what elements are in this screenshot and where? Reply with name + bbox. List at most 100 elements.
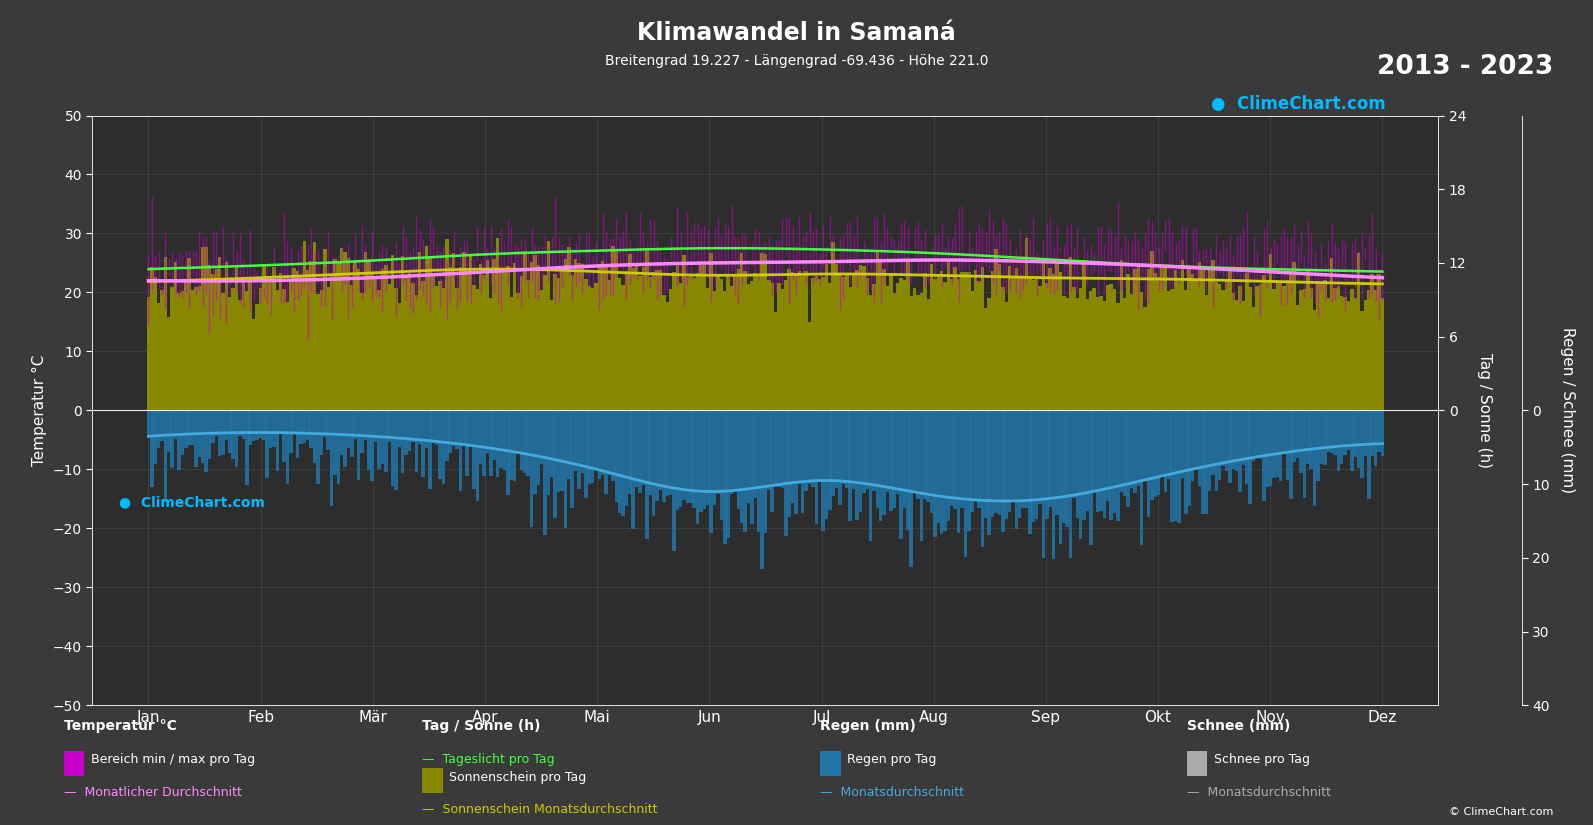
- Bar: [1090, 291, 1093, 411]
- Bar: [736, 411, 741, 509]
- Bar: [255, 304, 258, 411]
- Bar: [1078, 411, 1083, 539]
- Bar: [868, 295, 873, 411]
- Bar: [1258, 284, 1262, 411]
- Bar: [323, 249, 327, 411]
- Bar: [255, 411, 258, 440]
- Bar: [1021, 277, 1024, 411]
- Bar: [1187, 268, 1192, 411]
- Bar: [1289, 274, 1292, 411]
- Bar: [750, 280, 753, 411]
- Bar: [191, 411, 194, 445]
- Bar: [804, 271, 808, 411]
- Bar: [350, 285, 354, 411]
- Bar: [234, 411, 239, 467]
- Bar: [191, 290, 194, 411]
- Bar: [486, 260, 489, 411]
- Bar: [988, 298, 991, 411]
- Text: Breitengrad 19.227 - Längengrad -69.436 - Höhe 221.0: Breitengrad 19.227 - Längengrad -69.436 …: [605, 54, 988, 68]
- Bar: [1021, 411, 1024, 507]
- Bar: [327, 411, 330, 450]
- Bar: [1367, 411, 1370, 498]
- Bar: [537, 411, 540, 484]
- Bar: [330, 411, 333, 507]
- Bar: [889, 275, 892, 411]
- Bar: [492, 258, 495, 411]
- Bar: [1330, 257, 1333, 411]
- Bar: [354, 262, 357, 411]
- Bar: [717, 411, 720, 494]
- Bar: [432, 411, 435, 443]
- Bar: [221, 293, 225, 411]
- Bar: [1246, 273, 1249, 411]
- Bar: [1292, 262, 1297, 411]
- Bar: [1008, 266, 1012, 411]
- Bar: [624, 411, 628, 507]
- Bar: [510, 411, 513, 480]
- Bar: [543, 411, 546, 535]
- Text: Tag / Sonne (h): Tag / Sonne (h): [422, 719, 540, 733]
- Bar: [768, 280, 771, 411]
- Bar: [1153, 411, 1157, 497]
- Bar: [1136, 265, 1141, 411]
- Bar: [425, 411, 429, 448]
- Bar: [448, 267, 452, 411]
- Bar: [1211, 411, 1215, 475]
- Bar: [663, 411, 666, 502]
- Bar: [1364, 300, 1367, 411]
- Bar: [913, 288, 916, 411]
- Bar: [519, 411, 523, 470]
- Bar: [1219, 411, 1222, 480]
- Bar: [421, 280, 425, 411]
- Bar: [336, 262, 339, 411]
- Bar: [272, 267, 276, 411]
- Bar: [852, 411, 855, 488]
- Bar: [1337, 411, 1340, 470]
- Bar: [462, 411, 465, 446]
- Bar: [790, 411, 795, 502]
- Bar: [285, 302, 290, 411]
- Bar: [526, 411, 530, 477]
- Bar: [573, 411, 577, 471]
- Bar: [215, 268, 218, 411]
- Bar: [1225, 280, 1228, 411]
- Bar: [309, 262, 312, 411]
- Bar: [615, 250, 618, 411]
- Bar: [378, 411, 381, 469]
- Bar: [835, 411, 838, 488]
- Bar: [1330, 411, 1333, 453]
- Bar: [1381, 411, 1384, 456]
- Bar: [1192, 275, 1195, 411]
- Bar: [1035, 411, 1039, 519]
- Bar: [916, 295, 919, 411]
- Bar: [838, 274, 841, 411]
- Bar: [927, 411, 930, 502]
- Bar: [1252, 307, 1255, 411]
- Bar: [393, 411, 398, 491]
- Text: —  Monatlicher Durchschnitt: — Monatlicher Durchschnitt: [64, 786, 242, 799]
- Bar: [198, 411, 201, 457]
- Bar: [943, 411, 946, 530]
- Bar: [336, 411, 339, 484]
- Bar: [753, 273, 757, 411]
- Bar: [1168, 291, 1171, 411]
- Bar: [534, 411, 537, 494]
- Bar: [161, 411, 164, 441]
- Bar: [597, 411, 601, 479]
- Bar: [712, 291, 717, 411]
- Bar: [1102, 411, 1106, 518]
- Bar: [204, 411, 207, 472]
- Bar: [1055, 260, 1059, 411]
- Bar: [977, 281, 981, 411]
- Bar: [949, 279, 954, 411]
- Bar: [900, 411, 903, 539]
- Bar: [693, 278, 696, 411]
- Bar: [245, 411, 249, 485]
- Bar: [234, 266, 239, 411]
- Bar: [432, 275, 435, 411]
- Bar: [706, 411, 709, 505]
- Bar: [390, 255, 395, 411]
- Bar: [225, 411, 228, 441]
- Bar: [558, 278, 561, 411]
- Bar: [242, 411, 245, 439]
